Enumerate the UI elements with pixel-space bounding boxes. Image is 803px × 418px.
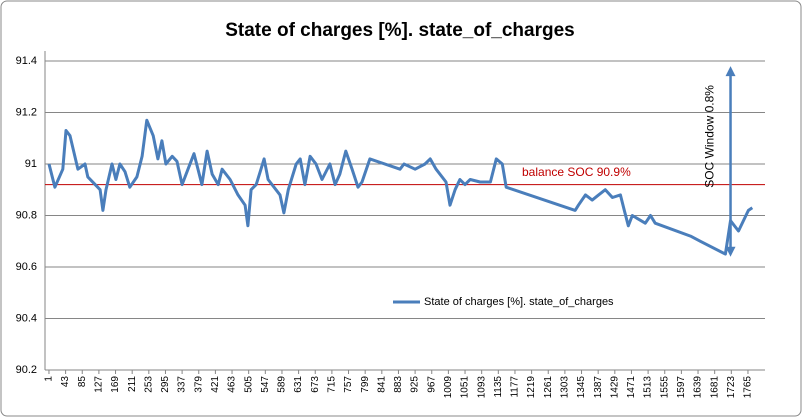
x-tick-label: 673 (310, 376, 321, 393)
x-tick-label: 715 (327, 376, 338, 393)
x-tick-label: 1009 (443, 376, 454, 399)
x-tick-label: 631 (293, 376, 304, 393)
x-tick-label: 253 (143, 376, 154, 393)
x-tick-label: 379 (193, 376, 204, 393)
x-tick-label: 1177 (510, 376, 521, 398)
x-tick-label: 1387 (593, 376, 604, 399)
x-tick-label: 295 (160, 376, 171, 393)
x-tick-label: 547 (260, 376, 271, 393)
x-tick-label: 589 (277, 376, 288, 393)
chart-title: State of charges [%]. state_of_charges (225, 20, 575, 41)
x-tick-label: 757 (343, 376, 354, 393)
x-tick-label: 841 (376, 376, 387, 393)
x-tick-label: 1723 (726, 376, 737, 399)
y-tick-label: 90.6 (16, 261, 37, 273)
series-line (47, 118, 754, 256)
arrow-head (725, 66, 736, 77)
y-tick-label: 90.4 (16, 312, 37, 324)
x-tick-label: 1639 (693, 376, 704, 399)
y-tick-label: 91.4 (16, 55, 37, 67)
x-tick-label: 85 (77, 376, 88, 388)
x-tick-label: 1513 (643, 376, 654, 399)
arrow-head (725, 246, 736, 257)
x-tick-label: 1597 (676, 376, 687, 399)
x-tick-label: 1051 (460, 376, 471, 399)
x-tick-label: 463 (227, 376, 238, 393)
x-tick-label: 1093 (476, 376, 487, 399)
x-tick-label: 1429 (609, 376, 620, 399)
x-tick-label: 43 (60, 376, 71, 388)
y-tick-label: 90.8 (16, 209, 37, 221)
y-tick-label: 91 (25, 158, 37, 170)
x-tick-label: 1345 (576, 376, 587, 399)
x-tick-label: 127 (94, 376, 105, 393)
x-tick-label: 169 (110, 376, 121, 393)
x-tick-label: 337 (177, 376, 188, 393)
x-tick-label: 1219 (526, 376, 537, 399)
x-tick-label: 421 (210, 376, 221, 393)
x-tick-label: 1 (44, 376, 55, 382)
x-tick-label: 1135 (493, 376, 504, 398)
x-tick-label: 505 (243, 376, 254, 393)
x-tick-label: 1681 (709, 376, 720, 399)
balance-label: balance SOC 90.9% (522, 165, 631, 179)
x-tick-label: 1303 (560, 376, 571, 399)
x-tick-label: 1471 (626, 376, 637, 399)
x-tick-label: 883 (393, 376, 404, 393)
x-tick-label: 1555 (659, 376, 670, 399)
y-tick-label: 90.2 (16, 364, 37, 376)
window-label: SOC Window 0.8% (703, 85, 717, 188)
x-tick-label: 925 (410, 376, 421, 393)
legend-label: State of charges [%]. state_of_charges (424, 296, 614, 308)
x-tick-label: 1261 (543, 376, 554, 399)
x-tick-label: 967 (426, 376, 437, 393)
x-tick-label: 211 (127, 376, 138, 392)
x-tick-label: 1765 (743, 376, 754, 399)
y-tick-label: 91.2 (16, 106, 37, 118)
x-tick-label: 799 (360, 376, 371, 393)
